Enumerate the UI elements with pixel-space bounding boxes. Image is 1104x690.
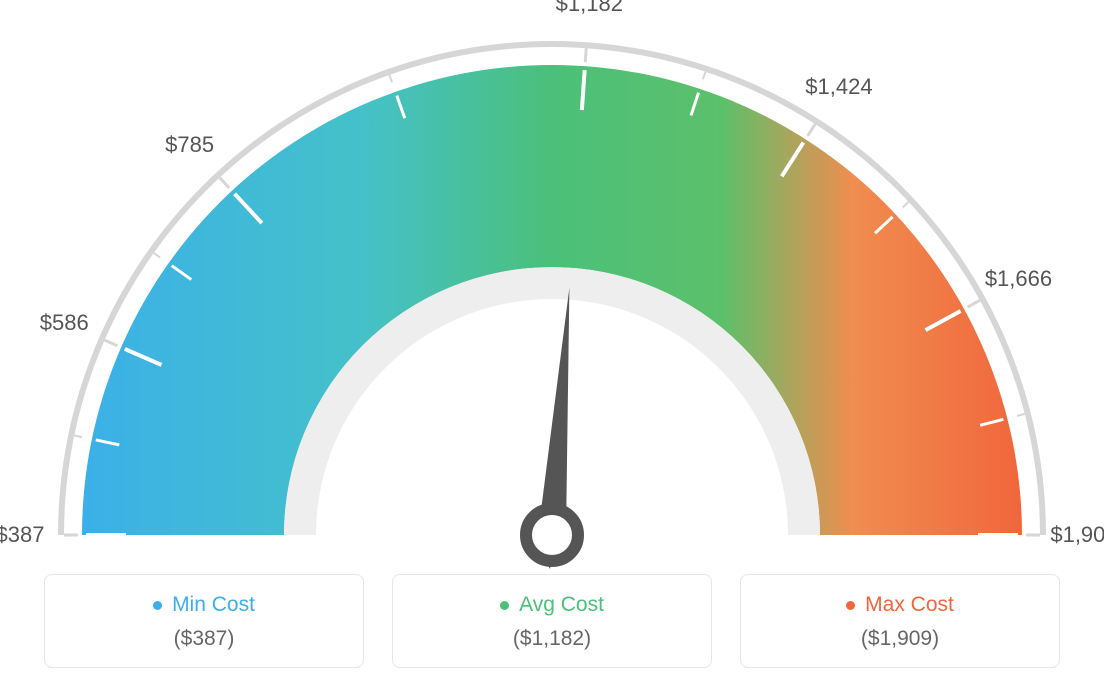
gauge-tick-outer: [703, 72, 706, 80]
gauge-tick-label: $586: [40, 310, 89, 336]
chart-container: $387 $586 $785 $1,182 $1,424 $1,666 $1,909 Min…: [0, 0, 1104, 690]
legend-value: ($1,909): [751, 627, 1049, 651]
legend-title-text: Avg Cost: [519, 593, 604, 617]
gauge-tick-outer: [1017, 414, 1025, 416]
gauge-area: $387 $586 $785 $1,182 $1,424 $1,666 $1,909: [0, 0, 1104, 560]
gauge-tick-inner: [582, 70, 585, 110]
gauge-tick-outer: [74, 435, 82, 437]
legend-value: ($387): [55, 627, 353, 651]
legend-title-text: Max Cost: [865, 593, 954, 617]
gauge-tick-outer: [220, 178, 230, 188]
legend-title: Max Cost: [846, 593, 954, 617]
gauge-tick-outer: [585, 48, 586, 62]
legend-title: Avg Cost: [500, 593, 604, 617]
gauge-tick-label: $1,909: [1050, 522, 1104, 548]
gauge-tick-outer: [389, 75, 392, 83]
legend-row: Min Cost ($387) Avg Cost ($1,182) Max Cost ($…: [0, 574, 1104, 668]
gauge-tick-outer: [105, 340, 118, 346]
gauge-tick-outer: [903, 202, 909, 207]
legend-title: Min Cost: [153, 593, 255, 617]
gauge-tick-label: $1,424: [805, 74, 872, 100]
gauge-svg: [22, 30, 1082, 570]
gauge-tick-label: $387: [0, 522, 44, 548]
gauge-tick-outer: [808, 124, 816, 136]
legend-card-avg: Avg Cost ($1,182): [392, 574, 712, 668]
gauge-tick-outer: [968, 300, 980, 307]
gauge-tick-label: $1,182: [556, 0, 623, 17]
legend-dot-icon: [500, 601, 509, 610]
legend-value: ($1,182): [403, 627, 701, 651]
gauge-pivot: [526, 509, 578, 561]
gauge-tick-label: $785: [165, 132, 214, 158]
legend-card-min: Min Cost ($387): [44, 574, 364, 668]
gauge-tick-label: $1,666: [985, 266, 1052, 292]
legend-dot-icon: [846, 601, 855, 610]
legend-dot-icon: [153, 601, 162, 610]
gauge-tick-outer: [154, 253, 161, 258]
legend-card-max: Max Cost ($1,909): [740, 574, 1060, 668]
legend-title-text: Min Cost: [172, 593, 255, 617]
